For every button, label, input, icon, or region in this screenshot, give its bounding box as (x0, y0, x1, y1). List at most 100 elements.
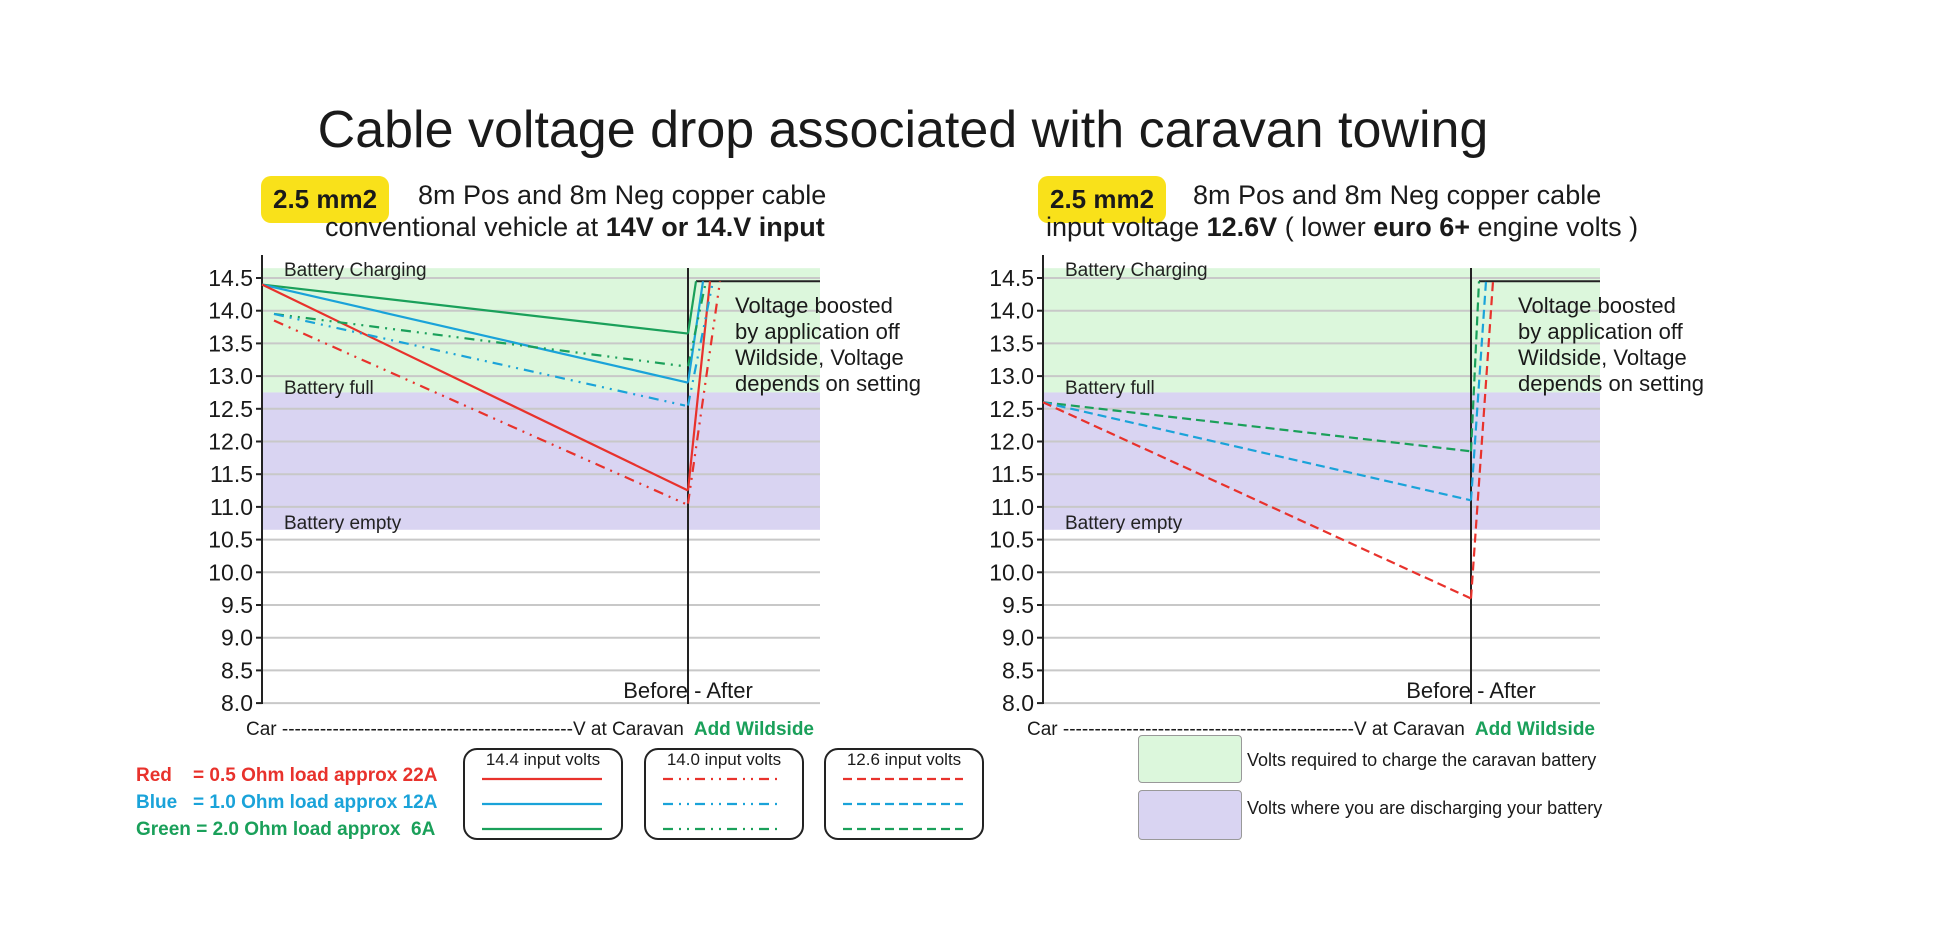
y-tick-label: 13.5 (989, 330, 1034, 356)
series-line-green (273, 312, 686, 368)
boost-line-green (686, 281, 708, 367)
boost-line-green (686, 281, 698, 334)
x-axis-label: Car ------------------------------------… (246, 719, 814, 740)
boost-line-green (1469, 281, 1481, 452)
y-tick-label: 8.0 (1002, 690, 1034, 716)
y-tick-label: 12.5 (208, 396, 253, 422)
load-legend-blue: Blue = 1.0 Ohm load approx 12A (136, 792, 438, 813)
subtitle-seg: conventional vehicle at (325, 212, 606, 242)
series-line-green (1042, 401, 1472, 453)
cable-size-badge-left: 2.5 mm2 (261, 176, 390, 223)
y-tick-label: 14.5 (208, 265, 253, 291)
before-after-label: Before - After (623, 678, 753, 703)
load-legend-red: Red = 0.5 Ohm load approx 22A (136, 765, 438, 786)
x-label-car: Car ------------------------------------… (1027, 719, 1465, 740)
y-tick-label: 10.0 (989, 559, 1034, 585)
page-title: Cable voltage drop associated with carav… (0, 100, 1946, 160)
y-tick-label: 11.5 (210, 461, 253, 487)
y-tick-label: 11.0 (210, 494, 253, 520)
cable-size-badge-right: 2.5 mm2 (1038, 176, 1167, 223)
y-tick-label: 14.5 (989, 265, 1034, 291)
annotation-line: by application off (1518, 319, 1684, 344)
load-legend: Red = 0.5 Ohm load approx 22A Blue = 1.0… (136, 762, 437, 843)
y-tick-label: 10.5 (989, 527, 1034, 553)
x-label-car: Car ------------------------------------… (246, 719, 684, 740)
subtitle-line2-right: input voltage 12.6V ( lower euro 6+ engi… (1046, 212, 1638, 243)
series-line-red (273, 319, 686, 505)
x-label-wildside: Add Wildside (694, 719, 814, 740)
band-label: Battery Charging (1065, 260, 1208, 281)
annotation: Voltage boosted by application off Wildsid… (735, 293, 921, 396)
charging-band (1043, 268, 1600, 393)
legend-box-14-0: 14.0 input volts (644, 748, 804, 840)
load-legend-green: Green = 2.0 Ohm load approx 6A (136, 819, 436, 840)
y-tick-label: 10.5 (208, 527, 253, 553)
x-axis-label: Car ------------------------------------… (1027, 719, 1595, 740)
y-tick-label: 13.0 (208, 363, 253, 389)
before-after-label: Before - After (1406, 678, 1536, 703)
legend-caption: 14.0 input volts (666, 750, 782, 769)
discharging-band-legend: Volts where you are discharging your bat… (1247, 798, 1603, 818)
series-line-blue (1042, 401, 1472, 502)
legend-box-12-6: 12.6 input volts (824, 748, 984, 840)
annotation-line: depends on setting (1518, 371, 1704, 396)
y-tick-label: 11.5 (991, 461, 1034, 487)
chart-left: 14.5 14.0 13.5 13.0 12.5 12.0 11.5 11.0 10.5 10.0… (208, 255, 921, 740)
boost-line-red (1469, 281, 1495, 599)
charging-band-swatch (1138, 735, 1242, 783)
legend-caption: 12.6 input volts (846, 750, 962, 769)
y-tick-label: 13.5 (208, 330, 253, 356)
charging-band-legend: Volts required to charge the caravan bat… (1247, 750, 1597, 770)
annotation-line: Voltage boosted (1518, 293, 1676, 318)
series-line-blue (273, 312, 686, 407)
subtitle-seg-bold: 14V or 14.V input (605, 212, 825, 242)
series-line-green (261, 283, 689, 335)
discharging-band-swatch (1138, 790, 1242, 840)
y-tick-label: 9.5 (1002, 592, 1034, 618)
y-tick-label: 12.0 (208, 429, 253, 455)
band-label: Battery empty (1065, 513, 1183, 534)
y-tick-label: 8.5 (221, 657, 253, 683)
annotation: Voltage boosted by application off Wildsid… (1518, 293, 1704, 396)
annotation-line: Voltage boosted (735, 293, 893, 318)
x-label-wildside: Add Wildside (1475, 719, 1595, 740)
subtitle-seg-bold: 12.6V (1206, 212, 1278, 242)
boost-line-blue (1469, 281, 1488, 501)
y-tick-label: 9.0 (221, 625, 253, 651)
subtitle-seg: ( lower (1277, 212, 1374, 242)
annotation-line: by application off (735, 319, 901, 344)
y-tick-label: 11.0 (991, 494, 1034, 520)
band-label: Battery full (1065, 378, 1155, 399)
boost-line-blue (686, 281, 715, 406)
series-line-blue (261, 283, 689, 384)
series-line-red (261, 283, 689, 492)
subtitle-line1-left: 8m Pos and 8m Neg copper cable (418, 180, 827, 210)
band-label: Battery empty (284, 513, 402, 534)
chart-right: 14.5 14.0 13.5 13.0 12.5 12.0 11.5 11.0 10.5 10.0… (989, 255, 1704, 740)
subtitle-line2-left: conventional vehicle at 14V or 14.V inpu… (325, 212, 825, 243)
subtitle-seg: input voltage (1046, 212, 1207, 242)
y-tick-label: 9.0 (1002, 625, 1034, 651)
legend-caption: 14.4 input volts (485, 750, 601, 769)
y-tick-label: 14.0 (989, 298, 1034, 324)
y-tick-label: 9.5 (221, 592, 253, 618)
subtitle-seg: engine volts ) (1470, 212, 1639, 242)
y-tick-label: 14.0 (208, 298, 253, 324)
y-tick-label: 10.0 (208, 559, 253, 585)
subtitle-seg-bold: euro 6+ (1373, 212, 1471, 242)
boost-line-red (686, 281, 712, 491)
annotation-line: Wildside, Voltage (1518, 345, 1687, 370)
discharging-band (1043, 392, 1600, 530)
discharging-band (262, 392, 820, 530)
annotation-line: Wildside, Voltage (735, 345, 904, 370)
subtitle-line1-right: 8m Pos and 8m Neg copper cable (1193, 180, 1602, 210)
y-tick-label: 12.0 (989, 429, 1034, 455)
y-tick-label: 8.5 (1002, 657, 1034, 683)
y-tick-label: 12.5 (989, 396, 1034, 422)
series-line-red (1042, 401, 1472, 600)
title-text: Cable voltage drop associated with carav… (317, 101, 1489, 159)
y-tick-label: 8.0 (221, 690, 253, 716)
y-tick-label: 13.0 (989, 363, 1034, 389)
band-label: Battery full (284, 378, 374, 399)
